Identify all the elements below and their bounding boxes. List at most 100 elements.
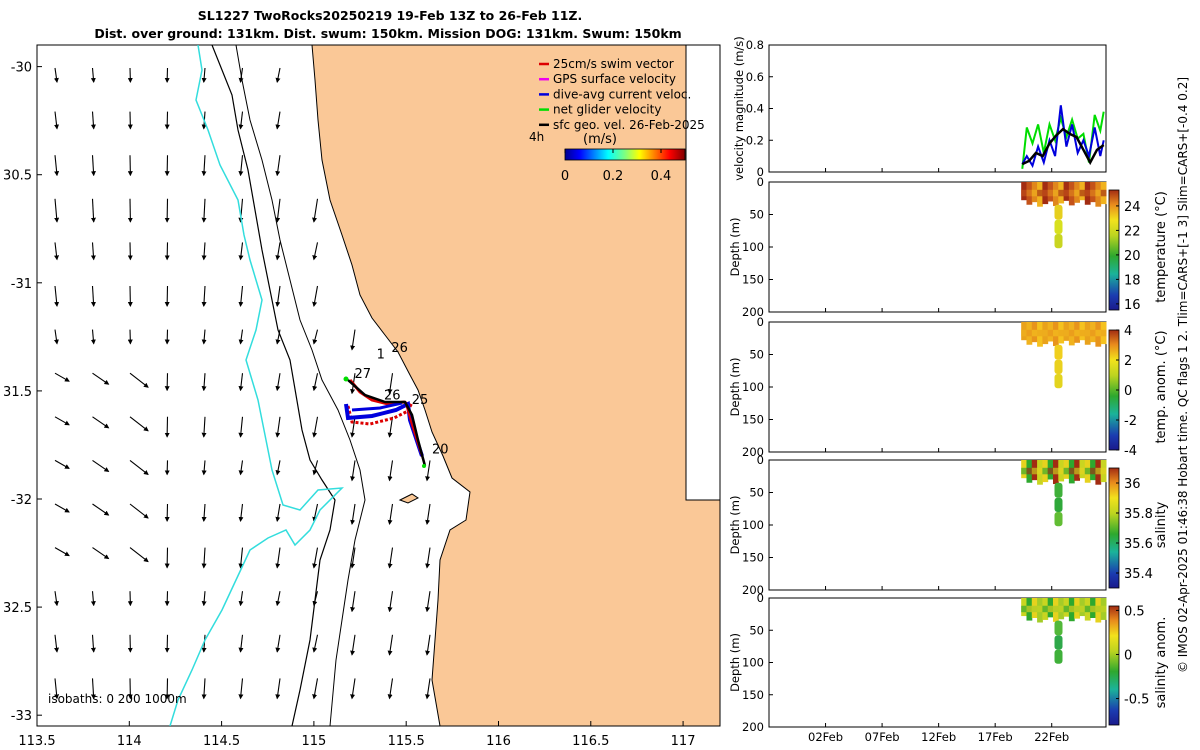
section-deep-profile bbox=[1054, 344, 1063, 360]
velocity-arrow bbox=[201, 634, 207, 653]
section-profile-cell bbox=[1031, 605, 1038, 613]
section-profile-cell bbox=[1079, 467, 1086, 475]
section-profile-cell bbox=[1090, 605, 1096, 613]
velocity-arrow bbox=[54, 634, 60, 653]
velocity-arrow bbox=[387, 547, 394, 569]
section-y-tick-label: 150 bbox=[742, 413, 764, 427]
surface-velocity-arrows bbox=[53, 67, 431, 700]
section-profile-cell bbox=[1084, 189, 1091, 197]
colorbar-label: temp. anom. (°C) bbox=[1154, 330, 1169, 443]
section-y-tick-label: 150 bbox=[742, 273, 764, 287]
legend-label: GPS surface velocity bbox=[553, 72, 676, 86]
velocity-y-tick-label: 0.2 bbox=[746, 133, 764, 147]
section-colorbar bbox=[1108, 189, 1120, 311]
velocity-arrow bbox=[312, 329, 319, 345]
velocity-arrow bbox=[201, 67, 207, 83]
velocity-arrow bbox=[201, 460, 207, 476]
velocity-arrow bbox=[238, 591, 244, 607]
section-profile-cell bbox=[1090, 467, 1096, 475]
map-x-tick-label: 114 bbox=[117, 734, 142, 749]
section-colorbar bbox=[1108, 605, 1120, 726]
section-profile-cell bbox=[1063, 329, 1070, 337]
section-profile-cell bbox=[1042, 329, 1049, 337]
section-y-tick-label: 0 bbox=[757, 175, 764, 189]
speed-colorbar bbox=[564, 148, 686, 161]
track-day-label: 26 bbox=[384, 389, 401, 404]
section-profile-cell bbox=[1042, 189, 1049, 197]
velocity-arrow bbox=[275, 503, 281, 522]
velocity-y-tick-label: 0.6 bbox=[746, 70, 764, 84]
section-profile-cell bbox=[1058, 329, 1065, 337]
section-profile-cell bbox=[1021, 605, 1027, 613]
velocity-arrow bbox=[350, 503, 356, 525]
section-profile-cell bbox=[1068, 605, 1075, 613]
date-tick-label: 17Feb bbox=[978, 730, 1013, 744]
velocity-arrow bbox=[53, 591, 59, 607]
colorbar-label: salinity bbox=[1154, 501, 1169, 548]
velocity-arrow bbox=[53, 67, 59, 83]
date-tick-label: 22Feb bbox=[1034, 730, 1069, 744]
map-x-tick-label: 114.5 bbox=[203, 734, 240, 749]
velocity-arrow bbox=[312, 416, 319, 438]
section-profile-cell bbox=[1100, 605, 1107, 613]
velocity-arrow bbox=[201, 416, 207, 438]
velocity-arrow bbox=[90, 591, 96, 607]
section-profile-cell bbox=[1037, 467, 1043, 475]
velocity-arrow bbox=[425, 460, 431, 482]
section-profile-cell bbox=[1047, 329, 1054, 337]
section-profile-cell bbox=[1026, 329, 1033, 337]
colorbar-tick-label: 4 bbox=[1124, 324, 1132, 339]
velocity-arrow bbox=[54, 285, 60, 307]
colorbar-tick-label: 0 bbox=[561, 169, 569, 184]
isobath-1000m bbox=[169, 45, 344, 726]
section-profile-cell bbox=[1095, 329, 1102, 337]
velocity-y-tick-label: 0.4 bbox=[746, 102, 764, 116]
velocity-arrow bbox=[238, 155, 244, 177]
colorbar-tick-label: 0 bbox=[1124, 384, 1132, 399]
velocity-arrow bbox=[129, 503, 149, 519]
section-axes-frame bbox=[768, 459, 1107, 591]
track-day-label: 1 bbox=[377, 347, 385, 362]
velocity-arrow bbox=[387, 373, 394, 395]
velocity-series-line bbox=[1021, 127, 1105, 166]
section-profile-cell bbox=[1079, 189, 1086, 197]
velocity-arrow bbox=[275, 285, 281, 307]
velocity-ylabel: velocity magnitude (m/s) bbox=[732, 36, 746, 181]
section-profile-cell bbox=[1042, 605, 1049, 613]
section-y-tick-label: 0 bbox=[757, 453, 764, 467]
section-deep-profile bbox=[1054, 482, 1063, 498]
velocity-arrow bbox=[129, 372, 149, 388]
section-profile-cell bbox=[1031, 329, 1038, 337]
section-y-tick-label: 200 bbox=[742, 305, 764, 319]
velocity-arrow bbox=[312, 547, 319, 569]
section-profile-cell bbox=[1037, 189, 1043, 197]
velocity-y-tick-label: 0.8 bbox=[746, 38, 764, 52]
date-tick-label: 02Feb bbox=[808, 730, 843, 744]
section-profile-cell bbox=[1047, 189, 1054, 197]
velocity-arrow bbox=[350, 678, 356, 700]
velocity-arrow bbox=[312, 242, 319, 261]
velocity-arrow bbox=[54, 242, 60, 261]
velocity-arrow bbox=[54, 416, 70, 426]
velocity-arrow bbox=[350, 591, 356, 613]
section-deep-profile bbox=[1054, 497, 1063, 512]
velocity-arrow bbox=[387, 591, 394, 613]
colorbar-tick-label: 36 bbox=[1124, 477, 1141, 492]
velocity-arrow bbox=[238, 547, 244, 569]
velocity-arrow bbox=[275, 111, 281, 130]
velocity-arrow bbox=[90, 198, 96, 223]
velocity-arrow bbox=[201, 155, 207, 177]
map-x-tick-label: 117 bbox=[671, 734, 696, 749]
section-deep-profile bbox=[1054, 204, 1063, 220]
velocity-arrow bbox=[54, 372, 70, 382]
rottnest-island bbox=[398, 493, 419, 504]
section-profile-cell bbox=[1068, 329, 1075, 337]
land-mass bbox=[311, 45, 720, 726]
velocity-arrow bbox=[201, 503, 207, 522]
section-y-tick-label: 100 bbox=[742, 380, 764, 394]
section-profile-cell bbox=[1021, 189, 1027, 197]
credit-text: © IMOS 02-Apr-2025 01:46:38 Hobart time.… bbox=[1176, 76, 1190, 674]
temperature-anomaly-section-panel: 0 50 100 150 200 Depth (m) 4 2 0 -2 -4 temp. anom. … bbox=[728, 315, 1169, 459]
velocity-arrow bbox=[129, 547, 149, 563]
